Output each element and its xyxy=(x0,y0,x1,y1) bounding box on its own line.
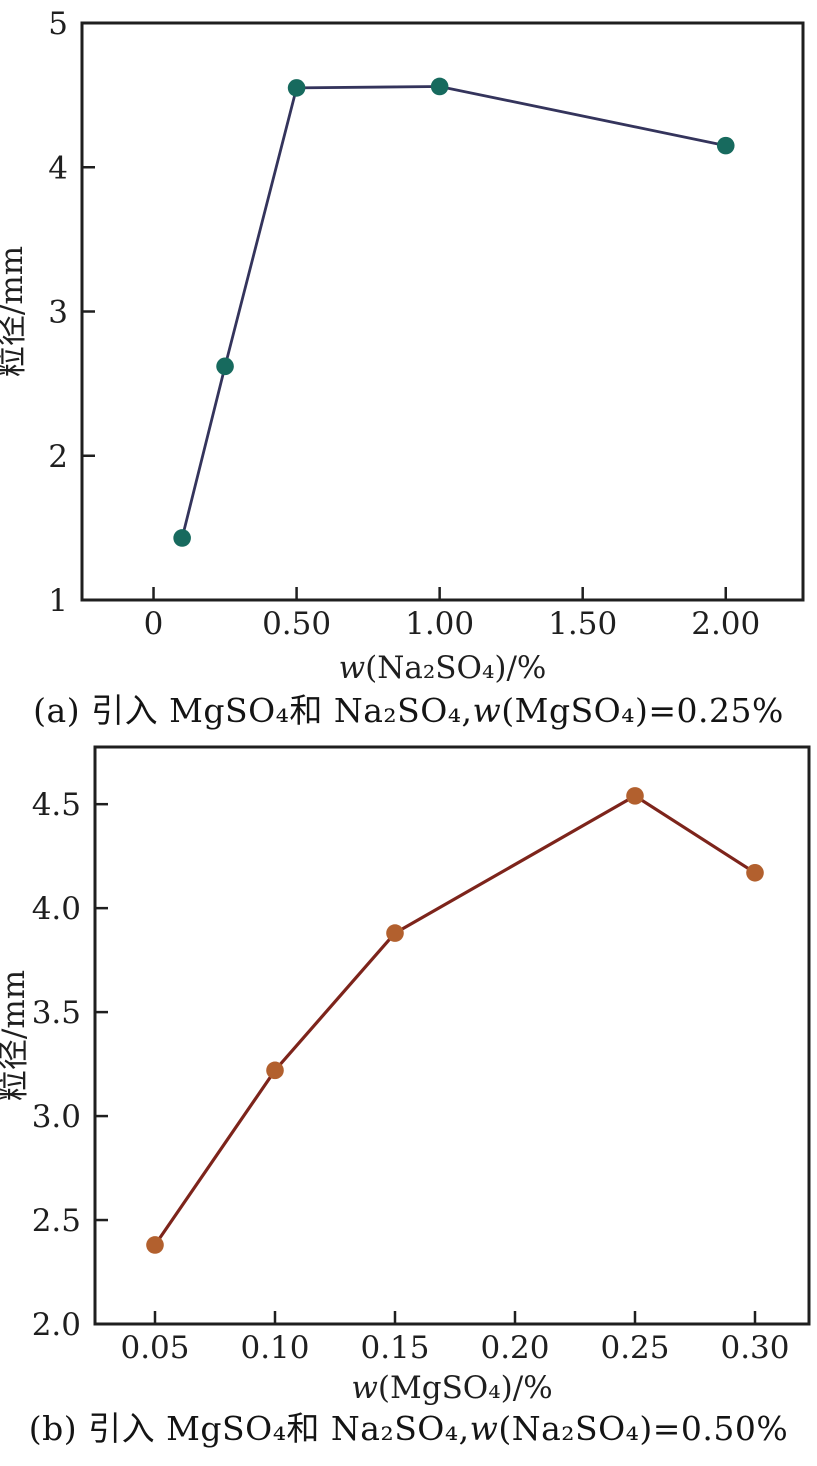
x-tick-label: 0.20 xyxy=(480,1330,549,1366)
x-tick-label: 1.00 xyxy=(405,606,474,642)
x-axis-label: w(Na₂SO₄)/% xyxy=(339,650,547,686)
x-tick-label: 1.50 xyxy=(548,606,617,642)
y-tick-label: 5 xyxy=(48,6,68,42)
plot-frame xyxy=(80,21,805,602)
caption-chart-b: (b) 引入 MgSO₄和 Na₂SO₄,w(Na₂SO₄)=0.50% xyxy=(0,1402,817,1450)
data-line xyxy=(180,85,728,540)
plot-frame xyxy=(93,745,811,1326)
x-tick-label: 0.30 xyxy=(720,1330,789,1366)
y-tick-label: 3 xyxy=(48,295,68,331)
x-tick-label: 0.25 xyxy=(600,1330,669,1366)
chart-a: 0 0.50 1.00 1.50 2.00 1 2 3 4 5 w(Na₂SO₄)/% 粒径/mm xyxy=(0,6,805,686)
y-tick-label: 1 xyxy=(48,583,68,619)
y-tick-label: 3.0 xyxy=(32,1099,81,1135)
chart-b: 0.05 0.10 0.15 0.20 0.25 0.30 2.0 2.5 3.0 3.5 4.0 4… xyxy=(0,745,811,1406)
x-axis-label-rest: (Na₂SO₄)/% xyxy=(365,650,546,686)
data-point xyxy=(746,863,764,882)
y-tick-label: 4.5 xyxy=(32,787,81,823)
x-axis-label-variable: w xyxy=(351,1370,378,1406)
x-axis-label: w(MgSO₄)/% xyxy=(351,1370,552,1406)
y-tick-label: 4.0 xyxy=(32,891,81,927)
caption-a-text: (a) 引入 MgSO₄和 Na₂SO₄, xyxy=(33,691,473,730)
y-tick-label: 2 xyxy=(48,439,68,475)
data-point xyxy=(146,1236,164,1254)
x-tick-label: 2.00 xyxy=(691,606,760,642)
data-point xyxy=(430,77,449,96)
x-tick-label: 0.15 xyxy=(360,1330,429,1366)
caption-b-value: (Na₂SO₄)=0.50% xyxy=(498,1409,789,1448)
x-tick-label: 0.05 xyxy=(120,1330,189,1366)
data-line xyxy=(153,793,757,1247)
x-axis-label-rest: (MgSO₄)/% xyxy=(378,1370,553,1406)
data-point xyxy=(626,787,644,805)
y-tick-label: 2.0 xyxy=(32,1307,81,1343)
y-axis-label: 粒径/mm xyxy=(0,970,32,1101)
data-point xyxy=(287,79,306,97)
caption-a-variable: w xyxy=(472,691,502,730)
x-tick-label: 0 xyxy=(144,606,164,642)
caption-b-text: (b) 引入 MgSO₄和 Na₂SO₄, xyxy=(28,1409,470,1448)
caption-a-value: (MgSO₄)=0.25% xyxy=(501,691,784,730)
data-point xyxy=(173,529,191,547)
x-tick-label: 0.10 xyxy=(240,1330,309,1366)
y-tick-label: 2.5 xyxy=(32,1203,81,1239)
data-point xyxy=(716,136,735,155)
caption-chart-a: (a) 引入 MgSO₄和 Na₂SO₄,w(MgSO₄)=0.25% xyxy=(0,684,817,732)
y-tick-label: 4 xyxy=(48,150,68,186)
x-tick-label: 0.50 xyxy=(262,606,331,642)
caption-b-variable: w xyxy=(469,1409,499,1448)
data-point xyxy=(216,357,234,376)
y-axis-label: 粒径/mm xyxy=(0,246,30,377)
y-tick-label: 3.5 xyxy=(32,995,81,1031)
data-point xyxy=(386,924,404,942)
x-axis-label-variable: w xyxy=(339,650,366,686)
data-point xyxy=(266,1061,284,1080)
